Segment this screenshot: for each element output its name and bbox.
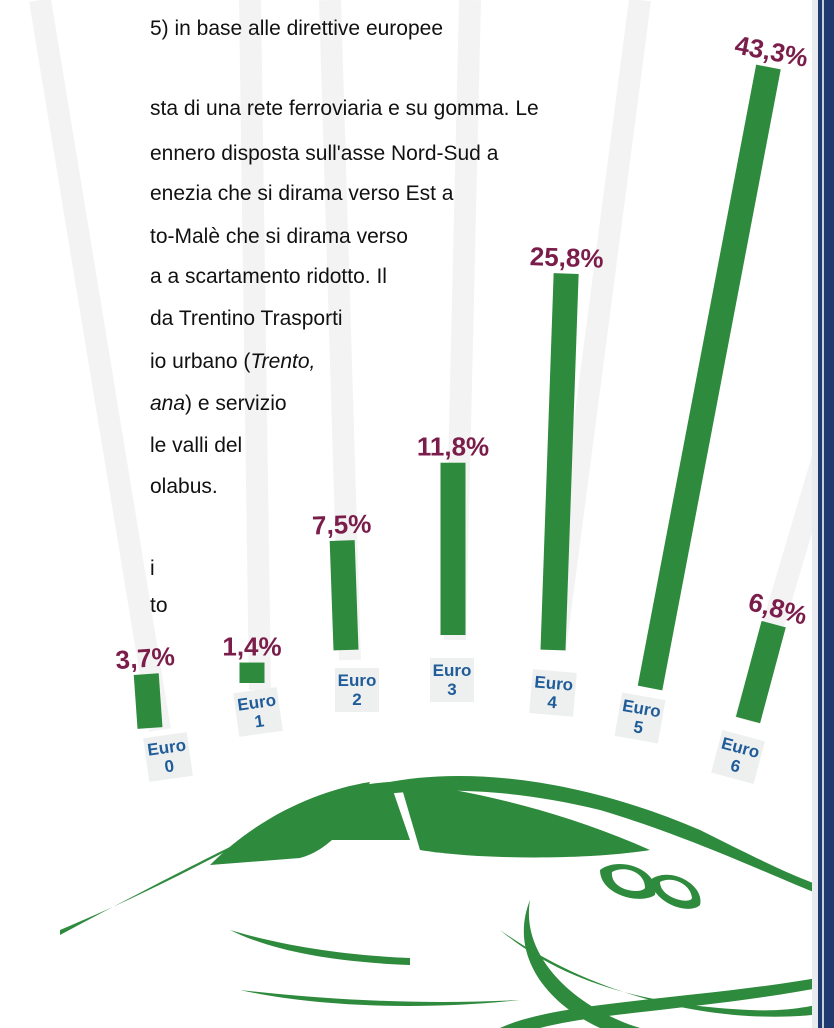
- value-label: 1,4%: [222, 631, 281, 661]
- side-bar: [818, 0, 834, 1028]
- article-text: sta di una rete ferroviaria e su gomma. …: [150, 97, 539, 120]
- article-text: a a scartamento ridotto. Il: [150, 265, 387, 288]
- bar: [134, 673, 163, 729]
- value-label: 3,7%: [114, 641, 175, 675]
- bar-group: 3,7%: [114, 641, 179, 730]
- article-line: i: [150, 557, 155, 580]
- article-line: enezia che si dirama verso Est a: [150, 182, 454, 205]
- value-label: 11,8%: [417, 432, 489, 462]
- bar-group: 1,4%: [222, 631, 281, 683]
- category-label: Euro 3: [430, 658, 474, 702]
- value-label: 43,3%: [732, 30, 810, 73]
- value-label: 6,8%: [745, 586, 810, 630]
- article-line: io urbano (Trento,: [150, 350, 315, 373]
- article-line: ennero disposta sull'asse Nord-Sud a: [150, 142, 499, 165]
- article-text: olabus.: [150, 475, 218, 498]
- article-line: to-Malè che si dirama verso: [150, 225, 408, 248]
- article-text: io urbano (: [150, 350, 250, 373]
- article-line: sta di una rete ferroviaria e su gomma. …: [150, 97, 539, 120]
- article-text: i: [150, 557, 155, 580]
- category-label: Euro 2: [335, 668, 379, 712]
- page: 5) in base alle direttive europee sta di …: [0, 0, 834, 1028]
- category-label: Euro 4: [529, 669, 577, 717]
- bar: [736, 621, 786, 723]
- bar: [240, 663, 265, 683]
- article-line: da Trentino Trasporti: [150, 307, 343, 330]
- infographic: 5) in base alle direttive europee sta di …: [0, 0, 834, 1028]
- bar: [441, 463, 466, 635]
- article-line: le valli del: [150, 434, 242, 457]
- bar-group: 7,5%: [311, 508, 375, 651]
- article-text: 5) in base alle direttive europee: [150, 17, 443, 40]
- article-text: ennero disposta sull'asse Nord-Sud a: [150, 142, 499, 165]
- article-line: 5) in base alle direttive europee: [150, 17, 443, 40]
- article-text: le valli del: [150, 434, 242, 457]
- article-text: enezia che si dirama verso Est a: [150, 182, 454, 205]
- article-text: to-Malè che si dirama verso: [150, 225, 408, 248]
- category-label: Euro 0: [143, 732, 193, 782]
- category-label: Euro 1: [233, 687, 283, 737]
- value-label: 25,8%: [529, 241, 604, 274]
- bar: [330, 540, 359, 650]
- article-text: ana: [150, 392, 185, 415]
- article-line: ana) e servizio: [150, 392, 287, 415]
- article-text: da Trentino Trasporti: [150, 307, 343, 330]
- article-line: to: [150, 594, 168, 617]
- article-text: Trento,: [250, 350, 315, 373]
- article-text: ) e servizio: [185, 392, 287, 415]
- article-text: to: [150, 594, 168, 617]
- article-line: a a scartamento ridotto. Il: [150, 265, 387, 288]
- value-label: 7,5%: [311, 508, 371, 540]
- bar-group: 6,8%: [719, 586, 810, 727]
- article-line: olabus.: [150, 475, 218, 498]
- category-label: Euro 5: [615, 693, 666, 744]
- car-drawing: [60, 776, 834, 1028]
